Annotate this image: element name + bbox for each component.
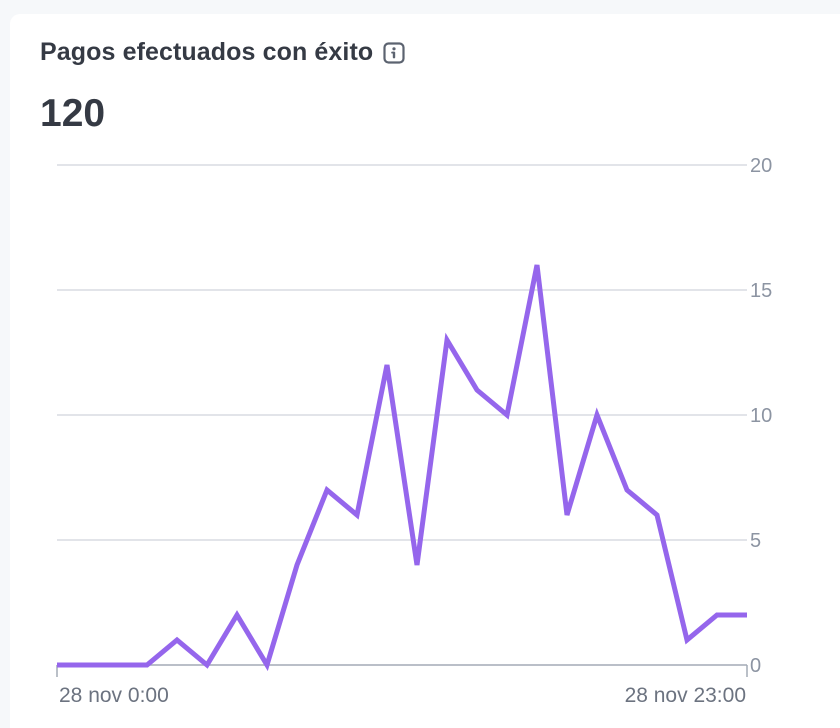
data-point[interactable] [293,561,301,569]
y-tick-label: 20 [750,155,772,177]
chart-card [10,14,840,728]
data-point[interactable] [323,486,331,494]
data-point[interactable] [743,611,751,619]
data-point[interactable] [473,386,481,394]
chart-header: Pagos efectuados con éxito [40,38,405,67]
data-point[interactable] [383,361,391,369]
total-value: 120 [40,92,106,135]
info-icon[interactable] [383,41,405,64]
data-point[interactable] [683,636,691,644]
x-tick-label: 28 nov 23:00 [625,684,746,707]
data-point[interactable] [173,636,181,644]
data-point[interactable] [443,336,451,344]
data-point[interactable] [593,411,601,419]
y-tick-label: 0 [750,655,761,677]
data-point[interactable] [713,611,721,619]
data-point[interactable] [533,261,541,269]
y-tick-label: 10 [750,405,772,427]
data-point[interactable] [503,411,511,419]
data-point[interactable] [653,511,661,519]
chart-title: Pagos efectuados con éxito [40,38,374,66]
data-point[interactable] [113,661,121,669]
data-point[interactable] [563,511,571,519]
data-point[interactable] [53,661,61,669]
data-point[interactable] [353,511,361,519]
data-point[interactable] [233,611,241,619]
x-tick-label: 28 nov 0:00 [59,684,169,707]
data-point[interactable] [623,486,631,494]
y-tick-label: 15 [750,280,772,302]
series-line [57,264,747,672]
data-point[interactable] [83,661,91,669]
data-point[interactable] [203,661,211,669]
data-point[interactable] [413,561,421,569]
data-point[interactable] [143,661,151,669]
y-tick-label: 5 [750,530,761,552]
data-point[interactable] [263,661,271,669]
